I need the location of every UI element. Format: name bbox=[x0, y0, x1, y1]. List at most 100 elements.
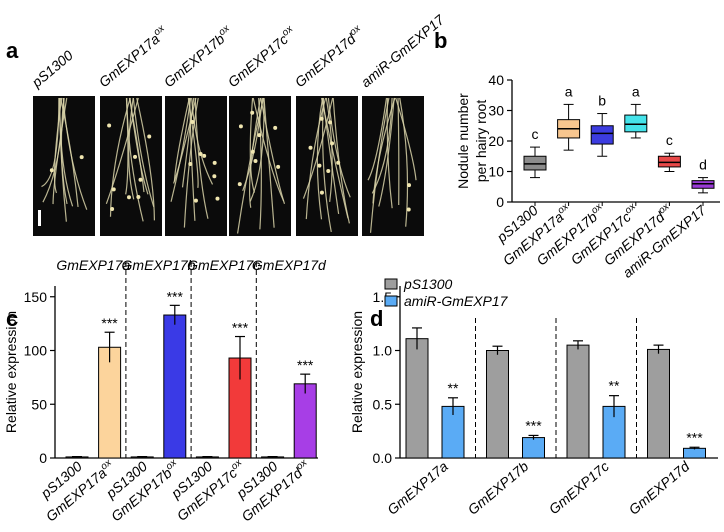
category-label: GmEXP17cox bbox=[224, 23, 300, 90]
group-letter: d bbox=[699, 157, 707, 173]
nodule bbox=[257, 133, 262, 138]
root bbox=[52, 97, 68, 205]
label-base: GmEXP17d bbox=[292, 30, 360, 91]
y-tick-label: 0 bbox=[496, 194, 504, 210]
nodule bbox=[188, 161, 193, 166]
significance: ** bbox=[609, 378, 620, 394]
nodule bbox=[276, 164, 281, 169]
root bbox=[263, 97, 275, 228]
root bbox=[372, 97, 396, 204]
legend-swatch bbox=[384, 295, 398, 307]
root bbox=[242, 97, 264, 192]
label-base: GmEXP17a bbox=[96, 30, 163, 90]
panel-label: b bbox=[434, 28, 447, 53]
significance: *** bbox=[686, 429, 703, 445]
significance: ** bbox=[448, 380, 459, 396]
y-axis-label: Relative expression bbox=[349, 311, 365, 433]
y-tick-label: 30 bbox=[488, 103, 504, 119]
legend-label: pS1300 bbox=[403, 276, 452, 292]
root bbox=[325, 97, 333, 202]
nodule bbox=[273, 125, 278, 130]
nodule bbox=[136, 194, 141, 199]
significance: *** bbox=[167, 288, 184, 304]
root bbox=[173, 97, 190, 182]
bar bbox=[647, 348, 670, 459]
bar bbox=[293, 383, 317, 459]
photo-strip bbox=[33, 96, 424, 236]
root bbox=[181, 97, 195, 188]
nodule bbox=[336, 160, 341, 165]
group-letter: a bbox=[565, 83, 573, 99]
root bbox=[322, 97, 332, 233]
nodule bbox=[215, 196, 220, 201]
box bbox=[624, 114, 648, 133]
nodule bbox=[190, 120, 195, 125]
nodule bbox=[407, 183, 412, 188]
root bbox=[249, 97, 265, 202]
group-label: GmEXP17a bbox=[56, 257, 130, 273]
y-tick-label: 40 bbox=[488, 72, 504, 88]
category-label: GmEXP17a bbox=[384, 458, 451, 518]
root bbox=[395, 97, 417, 181]
y-tick-label: 10 bbox=[488, 164, 504, 180]
root bbox=[320, 97, 349, 219]
root bbox=[194, 97, 209, 219]
root bbox=[53, 97, 63, 194]
category-label: GmEXP17box bbox=[160, 22, 236, 90]
group-letter: c bbox=[666, 132, 673, 148]
box bbox=[590, 125, 614, 145]
bar bbox=[566, 344, 590, 459]
nodule bbox=[250, 149, 255, 154]
nodule bbox=[237, 182, 242, 187]
photo bbox=[296, 96, 358, 236]
nodule bbox=[330, 141, 335, 146]
root bbox=[183, 97, 199, 228]
bar bbox=[683, 447, 706, 459]
nodule bbox=[193, 198, 198, 203]
nodule bbox=[212, 160, 217, 165]
significance: *** bbox=[297, 357, 314, 373]
group-label: GmEXP17b bbox=[122, 257, 196, 273]
nodule bbox=[138, 177, 143, 182]
root bbox=[136, 97, 156, 221]
nodule bbox=[107, 123, 112, 128]
root bbox=[305, 97, 327, 220]
nodule bbox=[198, 151, 203, 156]
nodule bbox=[202, 153, 207, 158]
y-tick-label: 0 bbox=[39, 450, 47, 466]
bar bbox=[98, 346, 122, 459]
nodule bbox=[238, 124, 243, 129]
root bbox=[399, 97, 409, 227]
bar bbox=[486, 350, 509, 459]
panel-label: c bbox=[6, 306, 18, 331]
group-label: GmEXP17d bbox=[252, 257, 327, 273]
root bbox=[378, 97, 395, 207]
nodule bbox=[49, 168, 54, 173]
y-tick-label: 1.0 bbox=[373, 343, 393, 359]
nodule bbox=[110, 207, 115, 212]
nodule bbox=[250, 110, 255, 115]
y-tick-label: 20 bbox=[488, 133, 504, 149]
nodule bbox=[111, 187, 116, 192]
nodule bbox=[79, 155, 84, 160]
root bbox=[327, 97, 351, 198]
significance: *** bbox=[101, 315, 118, 331]
y-tick-label: 100 bbox=[24, 343, 48, 359]
group-letter: a bbox=[632, 83, 640, 99]
legend-label: amiR-GmEXP17 bbox=[404, 293, 509, 309]
root bbox=[109, 97, 131, 217]
label-base: GmEXP17c bbox=[225, 31, 291, 90]
y-axis-label: Relative expression bbox=[3, 311, 19, 433]
group-label: GmEXP17c bbox=[187, 257, 260, 273]
category-label: GmEXP17dox bbox=[291, 22, 367, 90]
root bbox=[125, 97, 129, 195]
group-letter: c bbox=[532, 126, 539, 142]
nodule bbox=[126, 195, 131, 200]
root bbox=[170, 97, 192, 202]
root bbox=[397, 97, 400, 205]
bar bbox=[163, 314, 187, 459]
nodule bbox=[319, 116, 324, 121]
group-letter: b bbox=[598, 93, 606, 109]
root bbox=[128, 97, 135, 200]
